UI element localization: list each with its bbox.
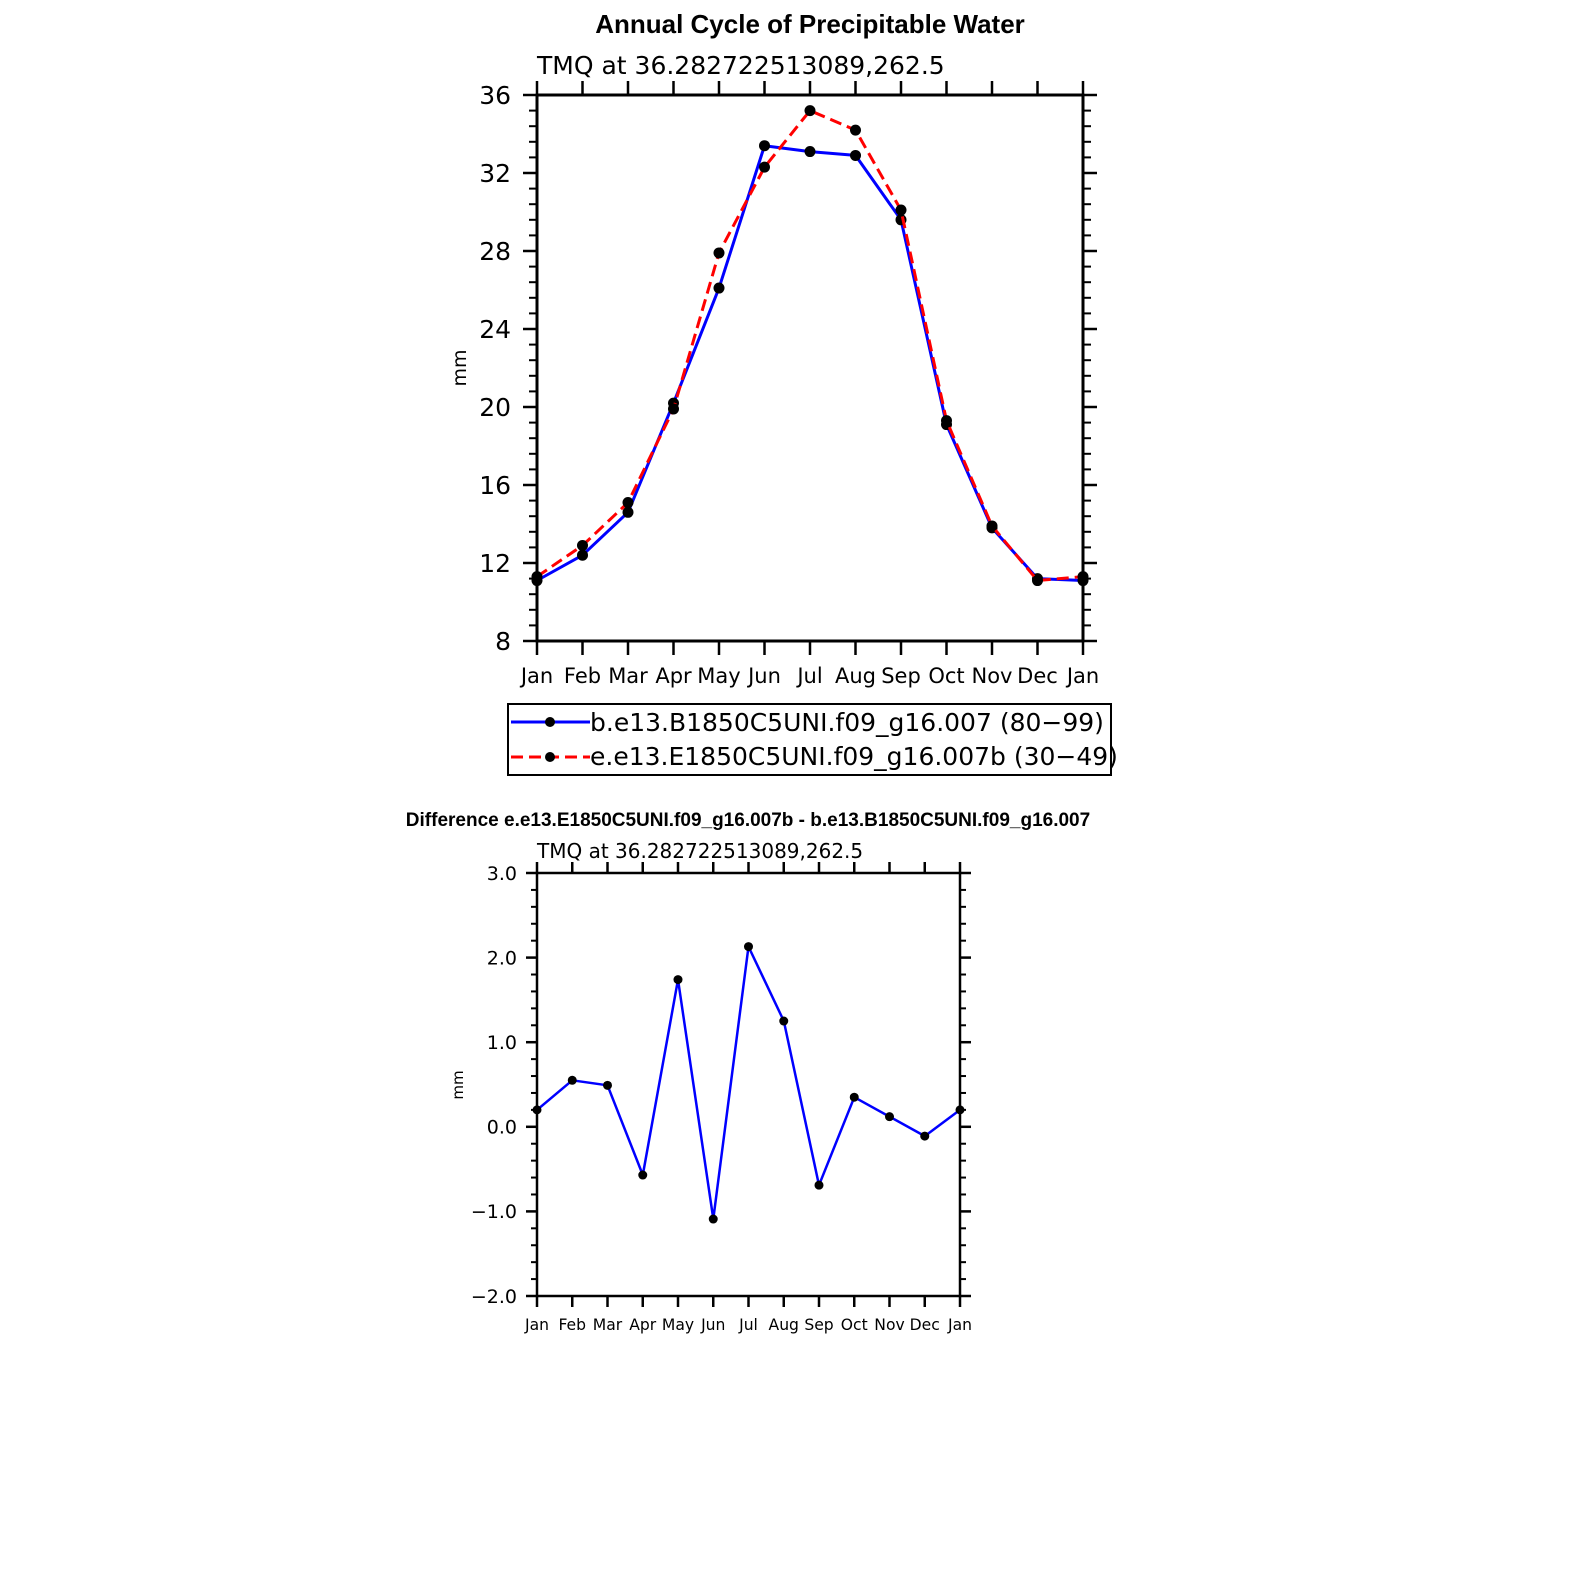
- data-point: [713, 282, 725, 294]
- difference-chart: Difference e.e13.E1850C5UNI.f09_g16.007b…: [406, 810, 1090, 1334]
- chart-title: Annual Cycle of Precipitable Water: [595, 9, 1025, 39]
- x-tick-labels: Jan Feb Mar Apr May Jun Jul Aug Sep Oct Nov Dec Jan: [519, 664, 1099, 688]
- series-line-1: [536, 945, 961, 1221]
- data-point: [708, 1214, 718, 1224]
- data-point: [603, 1080, 612, 1090]
- data-point: [713, 247, 725, 259]
- y-tick-label: 12: [479, 549, 511, 578]
- x-tick-label: Sep: [804, 1316, 833, 1334]
- series-lines: [531, 105, 1089, 587]
- data-point: [622, 497, 634, 509]
- data-point: [804, 146, 816, 158]
- x-tick-labels: Jan Feb Mar Apr May Jun Jul Aug Sep Oct Nov Dec Jan: [524, 1316, 972, 1334]
- x-tick-label: Aug: [769, 1316, 799, 1334]
- y-tick-labels: −2.0 −1.0 0.0 1.0 2.0 3.0: [471, 863, 517, 1308]
- x-tick-label: Jun: [700, 1316, 725, 1334]
- y-tick-label: 20: [479, 393, 511, 422]
- y-tick-label: 32: [479, 159, 511, 188]
- data-point: [673, 975, 683, 985]
- data-point: [895, 204, 907, 216]
- series-lines: [532, 942, 965, 1224]
- x-tick-label: Apr: [629, 1316, 657, 1334]
- data-point: [759, 140, 770, 152]
- legend-marker-series-2: [545, 752, 555, 762]
- y-tick-labels: 8 12 16 20 24 28 32 36: [479, 81, 511, 656]
- data-point: [850, 149, 861, 161]
- y-tick-label: 24: [479, 315, 511, 344]
- y-tick-label: −2.0: [471, 1286, 517, 1308]
- data-point: [567, 1075, 577, 1085]
- x-tick-label: Mar: [608, 664, 648, 688]
- data-point: [850, 124, 861, 136]
- x-tick-label: Jan: [1065, 664, 1099, 688]
- series-line-2: [536, 109, 1084, 582]
- x-tick-label: Jan: [947, 1316, 972, 1334]
- y-tick-label: 8: [495, 627, 511, 656]
- x-tick-label: Jun: [746, 664, 781, 688]
- data-point: [1032, 575, 1043, 587]
- data-point: [1077, 571, 1089, 583]
- x-tick-label: Aug: [835, 664, 876, 688]
- data-point: [814, 1180, 824, 1190]
- y-tick-label: 2.0: [487, 947, 517, 969]
- data-point: [577, 549, 588, 561]
- x-tick-label: Oct: [841, 1316, 868, 1334]
- chart-subtitle: TMQ at 36.282722513089,262.5: [536, 839, 863, 863]
- x-tick-label: Jan: [519, 664, 553, 688]
- data-point: [920, 1131, 930, 1141]
- x-tick-label: Dec: [1017, 664, 1058, 688]
- tick-marks: [526, 862, 971, 1307]
- series-line-1: [536, 144, 1084, 582]
- x-tick-label: Apr: [655, 664, 692, 688]
- annual-cycle-chart: Annual Cycle of Precipitable Water TMQ a…: [449, 9, 1118, 776]
- chart-subtitle: TMQ at 36.282722513089,262.5: [536, 51, 945, 80]
- y-axis-label: mm: [449, 1070, 467, 1099]
- x-tick-label: Feb: [558, 1316, 586, 1334]
- y-tick-label: −1.0: [471, 1201, 517, 1223]
- y-tick-label: 36: [479, 81, 511, 110]
- data-point: [532, 1105, 542, 1115]
- data-point: [779, 1016, 789, 1026]
- x-tick-label: Feb: [564, 664, 601, 688]
- x-tick-label: Oct: [928, 664, 964, 688]
- x-tick-label: Mar: [593, 1316, 623, 1334]
- x-tick-label: May: [662, 1316, 694, 1334]
- y-tick-label: 1.0: [487, 1032, 517, 1054]
- legend-box: [507, 703, 1112, 776]
- data-point: [531, 571, 543, 583]
- x-tick-label: Dec: [910, 1316, 940, 1334]
- legend-label-series-1: b.e13.B1850C5UNI.f09_g16.007 (80−99): [590, 708, 1104, 737]
- x-tick-label: Jan: [524, 1316, 549, 1334]
- data-point: [622, 506, 634, 518]
- data-point: [638, 1170, 648, 1180]
- data-point: [668, 403, 679, 415]
- y-tick-label: 16: [479, 471, 511, 500]
- x-tick-label: Nov: [972, 664, 1013, 688]
- x-tick-label: Sep: [881, 664, 921, 688]
- data-point: [955, 1105, 965, 1115]
- legend-marker-series-1: [545, 717, 555, 727]
- data-point: [885, 1112, 894, 1122]
- legend-label-series-2: e.e13.E1850C5UNI.f09_g16.007b (30−49): [590, 742, 1118, 771]
- data-point: [804, 105, 816, 117]
- data-point: [849, 1092, 859, 1102]
- data-point: [577, 539, 588, 551]
- data-point: [986, 520, 998, 532]
- legend: b.e13.B1850C5UNI.f09_g16.007 (80−99) e.e…: [507, 703, 1118, 776]
- plot-frame: [535, 93, 1085, 643]
- data-point: [759, 161, 770, 173]
- data-point: [941, 415, 952, 427]
- x-tick-label: Jul: [795, 664, 822, 688]
- y-tick-label: 28: [479, 237, 511, 266]
- data-point: [744, 942, 753, 952]
- y-tick-label: 0.0: [487, 1117, 517, 1139]
- tick-marks: [523, 81, 1097, 655]
- x-tick-label: Jul: [738, 1316, 758, 1334]
- x-tick-label: Nov: [874, 1316, 904, 1334]
- chart-title: Difference e.e13.E1850C5UNI.f09_g16.007b…: [406, 810, 1090, 831]
- x-tick-label: May: [697, 664, 740, 688]
- y-axis-label: mm: [449, 349, 471, 386]
- y-tick-label: 3.0: [487, 863, 517, 885]
